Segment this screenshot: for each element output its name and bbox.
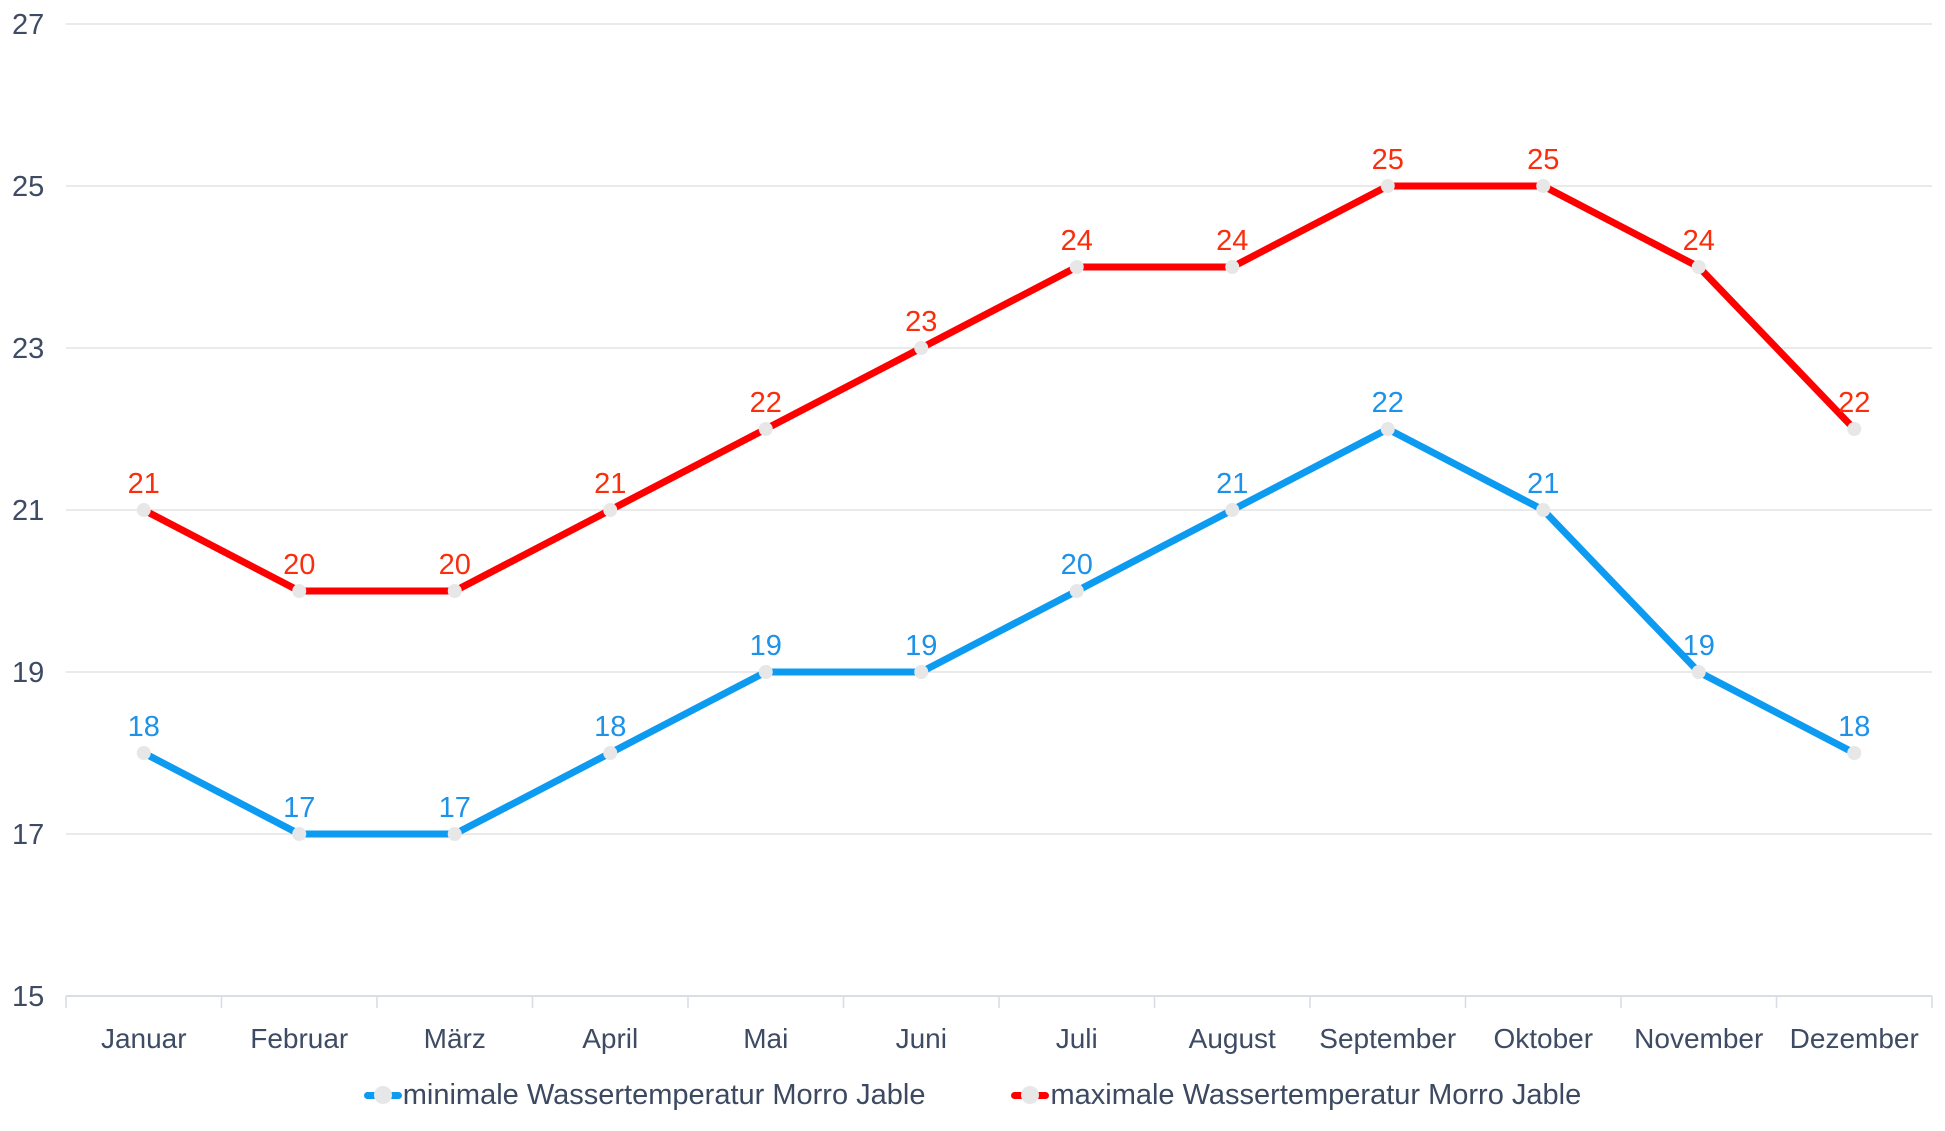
data-point: [603, 746, 618, 760]
data-label: 25: [1372, 144, 1404, 176]
data-point: [1536, 503, 1551, 517]
min-temp-legend-label: minimale Wassertemperatur Morro Jable: [402, 1078, 926, 1111]
month-label: Juni: [896, 1023, 947, 1054]
data-point: [1380, 179, 1395, 193]
data-point: [447, 584, 462, 598]
legend-item-min-temp: minimale Wassertemperatur Morro Jable: [363, 1078, 926, 1112]
min-temp-line-marker-icon: [363, 1091, 402, 1099]
data-labels: 18 17 17 18 19 19 20 21 22 21 19 18 21 20 20 21 22 23 24 24…: [128, 144, 1871, 824]
data-point: [914, 341, 929, 355]
data-label: 21: [594, 468, 626, 500]
data-label: 20: [283, 549, 315, 581]
data-point: [1536, 179, 1551, 193]
data-point: [603, 503, 618, 517]
data-point: [136, 503, 151, 517]
data-point: [292, 827, 307, 841]
data-label: 22: [1838, 387, 1870, 419]
data-point: [292, 584, 307, 598]
y-axis-labels: 15 17 19 21 23 25 27: [12, 9, 44, 1013]
max-temp-legend-label: maximale Wassertemperatur Morro Jable: [1050, 1078, 1582, 1111]
data-label: 22: [1372, 387, 1404, 419]
data-point: [1847, 422, 1862, 436]
data-point: [447, 827, 462, 841]
chart-legend: minimale Wassertemperatur Morro Jable ma…: [0, 1062, 1945, 1128]
y-tick-label: 21: [12, 495, 44, 527]
data-label: 22: [750, 387, 782, 419]
data-point: [136, 746, 151, 760]
data-label: 23: [905, 306, 937, 338]
gridlines: [66, 23, 1932, 835]
data-label: 20: [1061, 549, 1093, 581]
data-label: 18: [1838, 711, 1870, 743]
y-tick-label: 25: [12, 171, 44, 203]
data-label: 18: [128, 711, 160, 743]
y-tick-label: 27: [12, 9, 44, 41]
y-tick-label: 17: [12, 819, 44, 851]
data-label: 20: [439, 549, 471, 581]
legend-item-max-temp: maximale Wassertemperatur Morro Jable: [1011, 1079, 1581, 1112]
data-point: [1691, 665, 1706, 679]
data-label: 24: [1061, 225, 1093, 257]
month-label: Januar: [101, 1023, 187, 1054]
data-label: 18: [594, 711, 626, 743]
data-point: [758, 422, 773, 436]
month-label: Mai: [743, 1023, 788, 1054]
data-point: [914, 665, 929, 679]
data-point-markers: [136, 179, 1862, 841]
data-label: 19: [905, 630, 937, 662]
data-label: 17: [283, 792, 315, 824]
month-label: November: [1634, 1023, 1763, 1054]
data-point: [1691, 260, 1706, 274]
series-line-min: [140, 425, 1858, 838]
data-label: 19: [750, 630, 782, 662]
month-labels: Januar Februar März April Mai Juni Juli August S…: [101, 1023, 1919, 1054]
data-point: [1225, 260, 1240, 274]
data-label: 21: [1527, 468, 1559, 500]
month-label: August: [1189, 1023, 1276, 1054]
data-point: [1069, 260, 1084, 274]
data-point: [1069, 584, 1084, 598]
month-label: März: [424, 1023, 486, 1054]
data-point: [758, 665, 773, 679]
data-point: [1847, 746, 1862, 760]
month-label: Dezember: [1790, 1023, 1919, 1054]
data-point: [1380, 422, 1395, 436]
y-tick-label: 23: [12, 333, 44, 365]
plot-area: 15 17 19 21 23 25 27 18 17 17 18 19 19 20 21 22 21 19 18 2…: [12, 9, 1933, 1054]
y-tick-label: 19: [12, 657, 44, 689]
data-label: 25: [1527, 144, 1559, 176]
month-label: April: [582, 1023, 638, 1054]
data-label: 19: [1683, 630, 1715, 662]
month-label: September: [1319, 1023, 1456, 1054]
month-label: Februar: [250, 1023, 348, 1054]
data-point: [1225, 503, 1240, 517]
data-label: 24: [1216, 225, 1248, 257]
data-label: 21: [128, 468, 160, 500]
data-label: 17: [439, 792, 471, 824]
data-label: 21: [1216, 468, 1248, 500]
x-axis: [65, 995, 1933, 1008]
series-line-max: [140, 182, 1858, 595]
data-label: 24: [1683, 225, 1715, 257]
month-label: Oktober: [1493, 1023, 1593, 1054]
max-temp-line-marker-icon: [1011, 1091, 1050, 1099]
y-tick-label: 15: [12, 981, 44, 1013]
series-lines: [140, 182, 1858, 838]
month-label: Juli: [1056, 1023, 1098, 1054]
